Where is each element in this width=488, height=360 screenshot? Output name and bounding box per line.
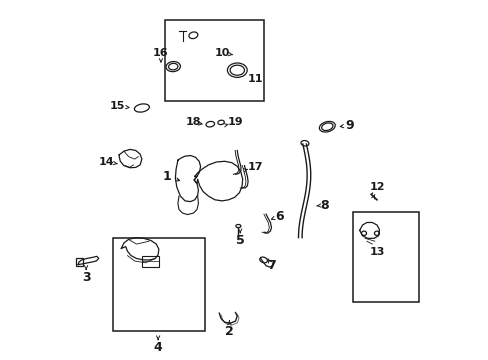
Text: 18: 18 [185, 117, 201, 127]
Text: 3: 3 [81, 271, 90, 284]
Bar [165, 20, 264, 101]
Text: 4: 4 [153, 341, 162, 354]
Text: 9: 9 [345, 119, 353, 132]
Text: 12: 12 [369, 182, 385, 192]
Bar [142, 256, 159, 267]
Text: 17: 17 [247, 162, 263, 172]
Text: 19: 19 [227, 117, 243, 127]
Bar [113, 238, 204, 331]
Text: 16: 16 [153, 48, 168, 58]
Text: 8: 8 [320, 199, 328, 212]
Text: 13: 13 [368, 247, 384, 257]
Text: 6: 6 [275, 210, 284, 222]
Text: 1: 1 [163, 170, 171, 183]
Bar [76, 258, 83, 266]
Text: 7: 7 [266, 259, 275, 272]
Bar [352, 212, 418, 302]
Text: 5: 5 [235, 234, 244, 247]
Text: 11: 11 [247, 74, 263, 84]
Text: 14: 14 [99, 157, 115, 167]
Text: 10: 10 [214, 48, 229, 58]
Text: 15: 15 [110, 101, 125, 111]
Text: 2: 2 [224, 325, 233, 338]
